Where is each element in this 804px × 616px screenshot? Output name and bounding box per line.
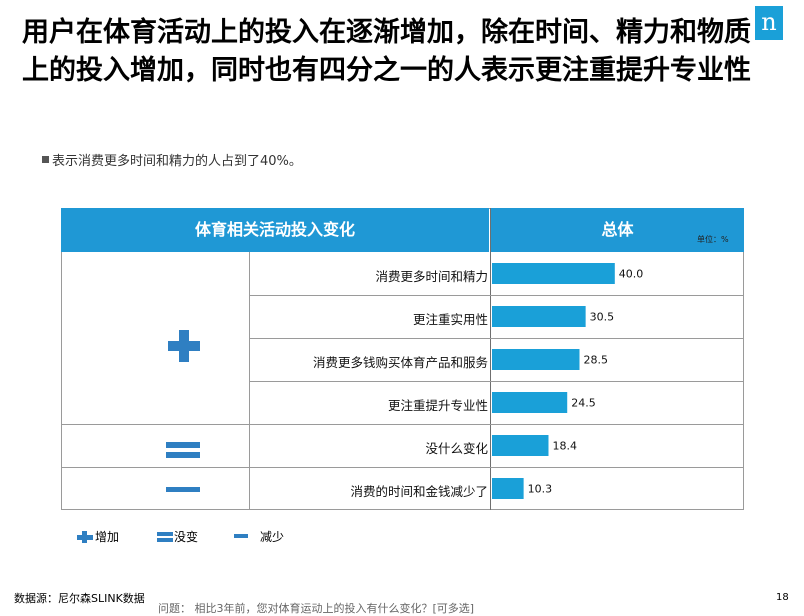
- row-divider: [249, 338, 744, 339]
- bar-2: [492, 349, 580, 370]
- bar-5: [492, 478, 524, 499]
- legend-equals-icon: [157, 532, 173, 542]
- legend-no-change: 没变: [174, 530, 199, 544]
- row-label-more-time: 消费更多时间和精力: [375, 269, 488, 284]
- page-title: 用户在体育活动上的投入在逐渐增加，除在时间、精力和物质上的投入增加，同时也有四分…: [22, 17, 751, 86]
- row-label-more-money: 消费更多钱购买体育产品和服务: [312, 355, 488, 370]
- survey-question: 问题： 相比3年前，您对体育运动上的投入有什么变化？[可多选]: [158, 602, 475, 615]
- data-source: 数据源：尼尔森SLINK数据: [14, 592, 145, 605]
- legend-minus-icon: [234, 534, 248, 538]
- bar-4: [492, 435, 549, 456]
- chart-axis-line: [490, 208, 491, 510]
- row-divider: [249, 295, 744, 296]
- bar-chart: 40.0 30.5 28.5 24.5 18.4 10.3: [492, 263, 644, 499]
- minus-icon: [166, 487, 200, 492]
- equals-icon: [166, 442, 200, 458]
- bar-value-label-2: 28.5: [583, 354, 608, 367]
- group-divider: [61, 424, 744, 425]
- nielsen-logo-icon: n: [755, 6, 783, 40]
- unit-label: 单位：%: [697, 235, 729, 244]
- bar-value-label-0: 40.0: [619, 268, 644, 281]
- bar-1: [492, 306, 586, 327]
- legend-decrease: 减少: [260, 530, 285, 544]
- row-label-professional: 更注重提升专业性: [387, 398, 488, 413]
- plus-icon: [168, 330, 200, 362]
- legend-increase: 增加: [95, 530, 120, 544]
- bar-3: [492, 392, 568, 413]
- table-header-category: 体育相关活动投入变化: [61, 208, 489, 252]
- legend-plus-icon: [77, 531, 93, 543]
- group-divider: [61, 467, 744, 468]
- row-divider: [249, 381, 744, 382]
- bar-value-label-4: 18.4: [552, 440, 577, 453]
- table-header-total: 总体: [491, 208, 744, 252]
- page-number: 18: [776, 592, 789, 603]
- bar-0: [492, 263, 615, 284]
- bullet-square-icon: [42, 156, 49, 163]
- bar-value-label-3: 24.5: [571, 397, 596, 410]
- subtitle: 表示消费更多时间和精力的人占到了40%。: [42, 150, 302, 169]
- row-label-no-change: 没什么变化: [425, 441, 488, 456]
- row-label-practicality: 更注重实用性: [412, 312, 488, 327]
- subtitle-text: 表示消费更多时间和精力的人占到了40%。: [52, 154, 302, 169]
- bar-value-label-5: 10.3: [528, 483, 553, 496]
- bar-value-label-1: 30.5: [590, 311, 615, 324]
- row-label-decreased: 消费的时间和金钱减少了: [350, 484, 488, 499]
